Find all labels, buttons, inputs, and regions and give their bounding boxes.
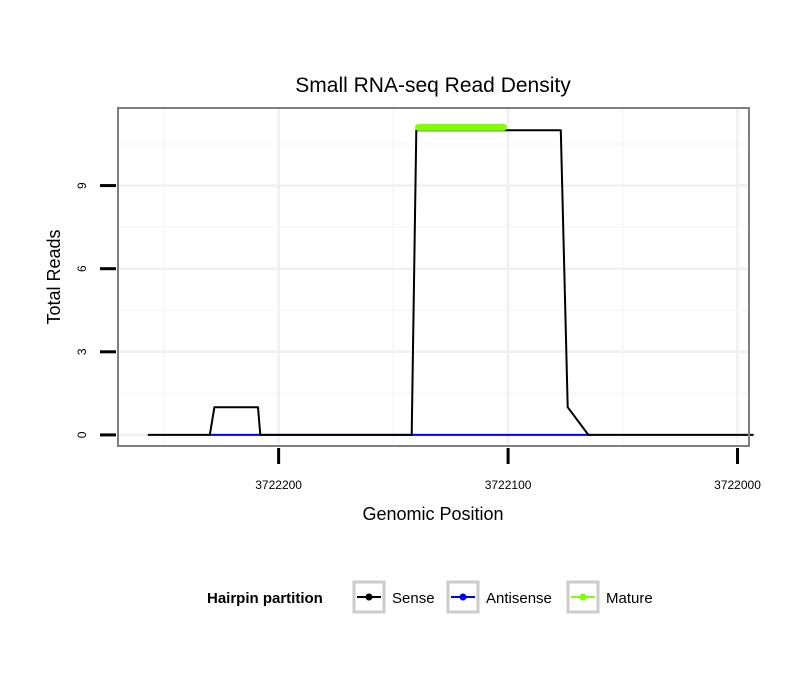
legend-label-sense: Sense — [392, 590, 435, 607]
y-tick-label: 6 — [75, 265, 89, 272]
series-layer — [147, 123, 754, 436]
x-axis: 3722200 3722100 3722000 — [255, 448, 761, 492]
legend-title: Hairpin partition — [207, 590, 323, 607]
legend-dot-mature — [579, 593, 587, 601]
x-tick-label: 3722000 — [714, 478, 761, 492]
x-tick-label: 3722100 — [485, 478, 532, 492]
legend-dot-sense — [365, 593, 373, 601]
x-tick-label: 3722200 — [255, 478, 302, 492]
y-tick-label: 9 — [75, 182, 89, 189]
y-axis: 0 3 6 9 — [75, 182, 116, 438]
legend-item-sense: Sense — [352, 580, 435, 614]
y-axis-title: Total Reads — [44, 229, 64, 324]
plot-panel — [118, 108, 749, 446]
series-line-sense — [147, 129, 754, 436]
plot-border — [117, 107, 750, 447]
legend-label-antisense: Antisense — [486, 590, 552, 607]
legend-label-mature: Mature — [606, 590, 653, 607]
grid-lines — [118, 108, 749, 446]
y-tick-label: 3 — [75, 348, 89, 355]
x-axis-title: Genomic Position — [362, 504, 503, 524]
legend-item-antisense: Antisense — [446, 580, 552, 614]
legend: Hairpin partition Sense Antisense Mature — [207, 580, 653, 614]
legend-dot-antisense — [459, 593, 467, 601]
legend-item-mature: Mature — [566, 580, 653, 614]
y-tick-label: 0 — [75, 431, 89, 438]
chart-title: Small RNA-seq Read Density — [295, 74, 571, 97]
